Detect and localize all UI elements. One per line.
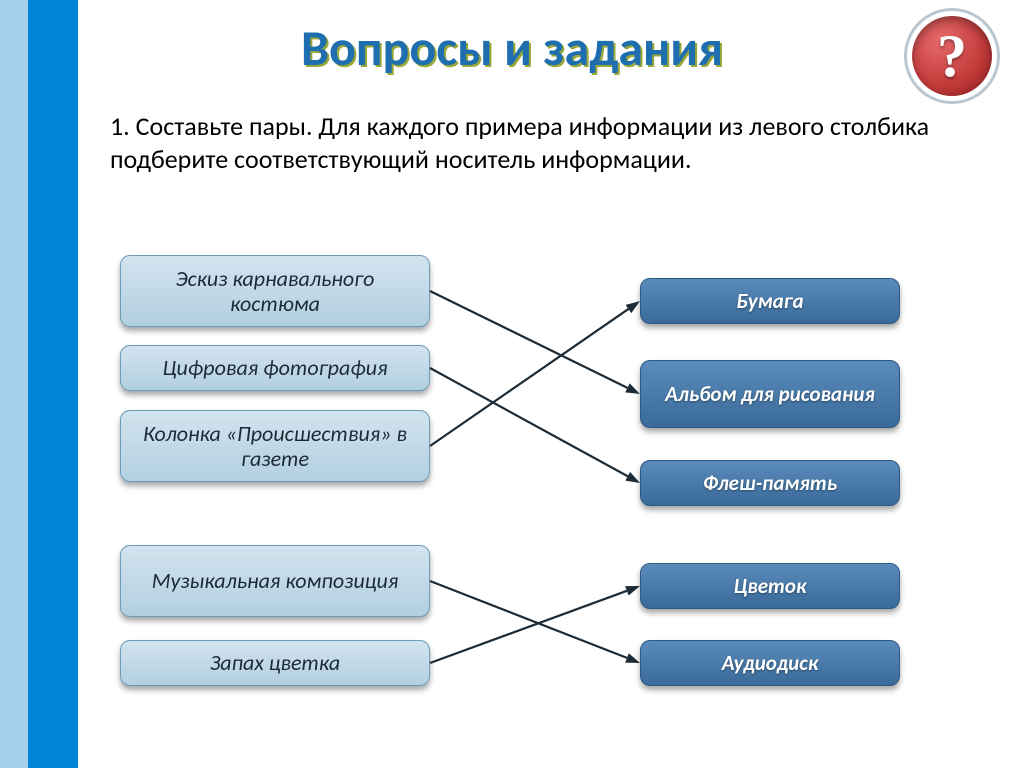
left-item-3[interactable]: Музыкальная композиция (120, 545, 430, 617)
right-item-0[interactable]: Бумага (640, 278, 900, 324)
left-item-0[interactable]: Эскиз карнавального костюма (120, 255, 430, 327)
right-item-4[interactable]: Аудиодиск (640, 640, 900, 686)
page-title: Вопросы и задания (0, 18, 1024, 79)
left-item-1[interactable]: Цифровая фотография (120, 345, 430, 391)
task-prompt: 1. Составьте пары. Для каждого примера и… (110, 110, 930, 175)
side-band-inner (28, 0, 78, 768)
right-item-1[interactable]: Альбом для рисования (640, 360, 900, 428)
left-item-2[interactable]: Колонка «Происшествия» в газете (120, 410, 430, 482)
right-item-2[interactable]: Флеш-память (640, 460, 900, 506)
right-item-3[interactable]: Цветок (640, 563, 900, 609)
left-item-4[interactable]: Запах цветка (120, 640, 430, 686)
question-badge: ? (904, 8, 1000, 104)
question-mark-icon: ? (937, 26, 967, 86)
